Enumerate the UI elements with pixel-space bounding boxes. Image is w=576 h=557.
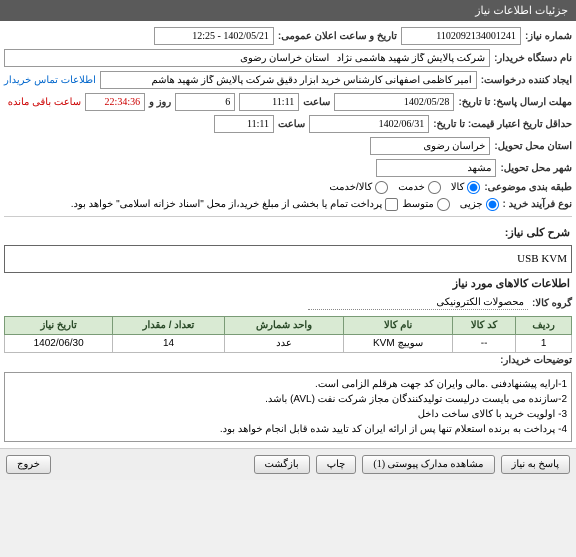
announce-label: تاریخ و ساعت اعلان عمومی: bbox=[278, 31, 397, 42]
col-row: ردیف bbox=[516, 317, 572, 335]
deadline-date-field bbox=[334, 93, 454, 111]
remain-label: ساعت باقی مانده bbox=[8, 97, 81, 108]
creator-label: ایجاد کننده درخواست: bbox=[481, 75, 572, 86]
city-label: شهر محل تحویل: bbox=[500, 163, 572, 174]
payment-checkbox[interactable]: پرداخت تمام یا بخشی از مبلغ خرید،از محل … bbox=[71, 198, 399, 211]
class-service-radio[interactable]: خدمت bbox=[398, 181, 441, 194]
creator-field bbox=[100, 71, 477, 89]
cell-qty: 14 bbox=[113, 335, 224, 353]
proc-medium-radio[interactable]: متوسط bbox=[402, 198, 449, 211]
group-field bbox=[308, 296, 528, 310]
province-field bbox=[370, 137, 490, 155]
class-radio-group: کالا خدمت کالا/خدمت bbox=[329, 181, 480, 194]
group-label: گروه کالا: bbox=[532, 298, 572, 309]
announce-field bbox=[154, 27, 274, 45]
modal-title: جزئیات اطلاعات نیاز bbox=[475, 5, 568, 17]
deadline-label: مهلت ارسال پاسخ: تا تاریخ: bbox=[458, 97, 572, 108]
attachments-button[interactable]: مشاهده مدارک پیوستی (1) bbox=[362, 455, 494, 474]
price-valid-label: حداقل تاریخ اعتبار قیمت: تا تاریخ: bbox=[433, 119, 572, 130]
proc-small-radio[interactable]: جزیی bbox=[460, 198, 499, 211]
col-code: کد کالا bbox=[452, 317, 515, 335]
exit-button[interactable]: خروج bbox=[6, 455, 51, 474]
items-section-title: اطلاعات کالاهای مورد نیاز bbox=[4, 273, 572, 294]
separator bbox=[4, 216, 572, 217]
footer-buttons: پاسخ به نیاز مشاهده مدارک پیوستی (1) چاپ… bbox=[0, 448, 576, 480]
countdown-field bbox=[85, 93, 145, 111]
col-date: تاریخ نیاز bbox=[5, 317, 113, 335]
province-label: استان محل تحویل: bbox=[494, 141, 572, 152]
cell-row: 1 bbox=[516, 335, 572, 353]
buyer-notes-label: توضیحات خریدار: bbox=[500, 355, 572, 366]
city-field bbox=[376, 159, 496, 177]
contact-link[interactable]: اطلاعات تماس خریدار bbox=[4, 75, 96, 86]
print-button[interactable]: چاپ bbox=[316, 455, 357, 474]
class-goods-radio[interactable]: کالا bbox=[451, 181, 481, 194]
time-label-1: ساعت bbox=[303, 97, 330, 108]
desc-field bbox=[4, 245, 572, 273]
desc-label: شرح کلی نیاز: bbox=[503, 222, 572, 243]
need-no-label: شماره نیاز: bbox=[525, 31, 572, 42]
days-field bbox=[175, 93, 235, 111]
buyer-notes-box: 1-ارایه پیشنهادفنی .مالی وایران کد جهت ه… bbox=[4, 372, 572, 442]
cell-name: سوییچ KVM bbox=[344, 335, 453, 353]
process-radio-group: جزیی متوسط bbox=[402, 198, 498, 211]
buyer-org-field bbox=[4, 49, 490, 67]
col-unit: واحد شمارش bbox=[224, 317, 344, 335]
process-label: نوع فرآیند خرید : bbox=[503, 199, 572, 210]
back-button[interactable]: بازگشت bbox=[254, 455, 310, 474]
deadline-time-field bbox=[239, 93, 299, 111]
items-table: ردیف کد کالا نام کالا واحد شمارش تعداد /… bbox=[4, 316, 572, 353]
modal-header: جزئیات اطلاعات نیاز bbox=[0, 0, 576, 21]
time-label-2: ساعت bbox=[278, 119, 305, 130]
need-no-field bbox=[401, 27, 521, 45]
day-label: روز و bbox=[149, 97, 171, 108]
cell-code: -- bbox=[452, 335, 515, 353]
col-qty: تعداد / مقدار bbox=[113, 317, 224, 335]
cell-date: 1402/06/30 bbox=[5, 335, 113, 353]
class-both-radio[interactable]: کالا/خدمت bbox=[329, 181, 388, 194]
buyer-org-label: نام دستگاه خریدار: bbox=[494, 53, 572, 64]
price-valid-time-field bbox=[214, 115, 274, 133]
table-row[interactable]: 1 -- سوییچ KVM عدد 14 1402/06/30 bbox=[5, 335, 572, 353]
respond-button[interactable]: پاسخ به نیاز bbox=[501, 455, 571, 474]
form-body: شماره نیاز: تاریخ و ساعت اعلان عمومی: نا… bbox=[0, 21, 576, 448]
class-label: طبقه بندی موضوعی: bbox=[484, 182, 572, 193]
cell-unit: عدد bbox=[224, 335, 344, 353]
price-valid-date-field bbox=[309, 115, 429, 133]
table-header-row: ردیف کد کالا نام کالا واحد شمارش تعداد /… bbox=[5, 317, 572, 335]
col-name: نام کالا bbox=[344, 317, 453, 335]
